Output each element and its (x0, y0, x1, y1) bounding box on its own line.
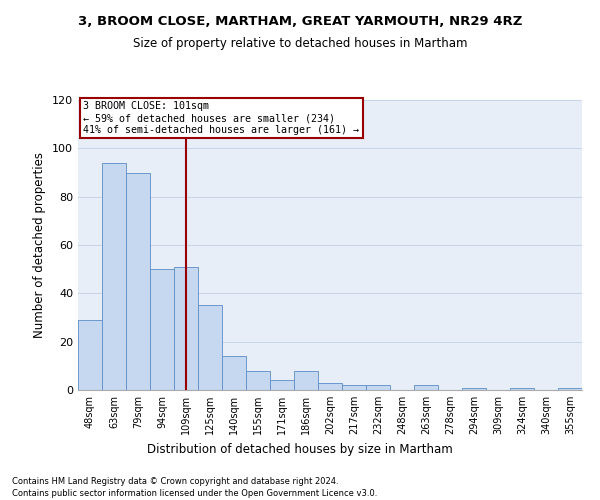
Text: Size of property relative to detached houses in Martham: Size of property relative to detached ho… (133, 38, 467, 51)
Text: 3, BROOM CLOSE, MARTHAM, GREAT YARMOUTH, NR29 4RZ: 3, BROOM CLOSE, MARTHAM, GREAT YARMOUTH,… (78, 15, 522, 28)
Bar (270, 380, 294, 390)
Text: Distribution of detached houses by size in Martham: Distribution of detached houses by size … (147, 442, 453, 456)
Bar (198, 306, 222, 390)
Y-axis label: Number of detached properties: Number of detached properties (34, 152, 46, 338)
Bar (78, 320, 102, 390)
Bar (510, 388, 534, 390)
Bar (462, 388, 486, 390)
Bar (366, 385, 390, 390)
Bar (174, 267, 198, 390)
Bar (342, 385, 366, 390)
Bar (150, 269, 174, 390)
Bar (294, 370, 318, 390)
Text: Contains public sector information licensed under the Open Government Licence v3: Contains public sector information licen… (12, 489, 377, 498)
Text: Contains HM Land Registry data © Crown copyright and database right 2024.: Contains HM Land Registry data © Crown c… (12, 478, 338, 486)
Bar (102, 163, 126, 390)
Bar (318, 383, 342, 390)
Bar (558, 388, 582, 390)
Bar (126, 172, 150, 390)
Bar (222, 356, 246, 390)
Text: 3 BROOM CLOSE: 101sqm
← 59% of detached houses are smaller (234)
41% of semi-det: 3 BROOM CLOSE: 101sqm ← 59% of detached … (83, 102, 359, 134)
Bar (246, 370, 270, 390)
Bar (414, 385, 438, 390)
